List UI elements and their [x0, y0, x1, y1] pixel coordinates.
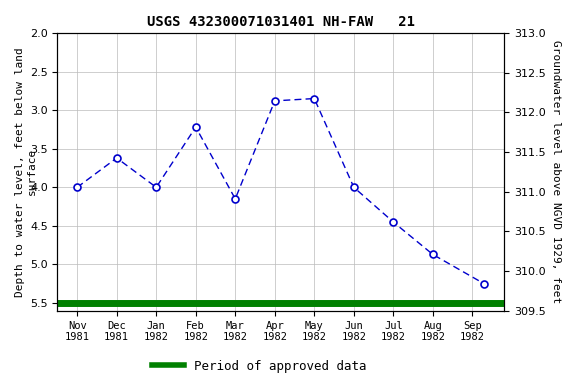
Y-axis label: Depth to water level, feet below land
surface: Depth to water level, feet below land su…	[15, 47, 37, 297]
Y-axis label: Groundwater level above NGVD 1929, feet: Groundwater level above NGVD 1929, feet	[551, 40, 561, 303]
Legend: Period of approved data: Period of approved data	[147, 355, 371, 378]
Title: USGS 432300071031401 NH-FAW   21: USGS 432300071031401 NH-FAW 21	[147, 15, 415, 29]
